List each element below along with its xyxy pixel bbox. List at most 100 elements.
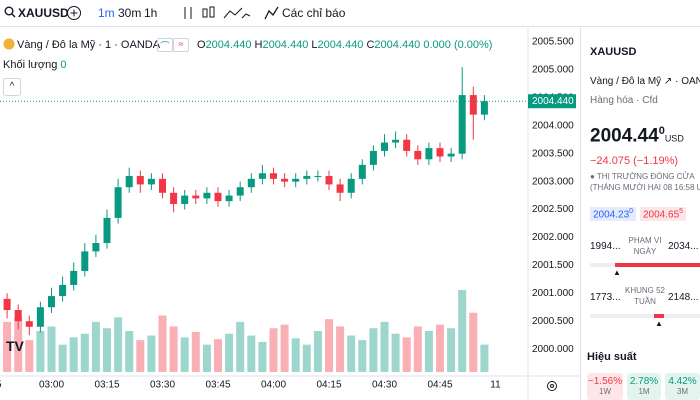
volume-bar — [447, 328, 456, 372]
volume-bar — [136, 340, 145, 372]
volume-bar — [269, 328, 278, 372]
sb-year-high: 2148... — [668, 292, 699, 303]
volume-bar — [302, 344, 311, 372]
high-value: 2004.440 — [262, 39, 309, 51]
sb-ask-sup: 5 — [679, 208, 684, 215]
perf-period: 1M — [638, 387, 650, 396]
candle-body — [159, 178, 166, 193]
settings-icon[interactable] — [546, 380, 558, 392]
candle-body — [392, 139, 400, 143]
y-tick-label: 2002.000 — [532, 232, 574, 243]
volume-bar — [313, 331, 322, 372]
candle-body — [403, 139, 411, 151]
perf-cell[interactable]: 2.78% 1M — [627, 373, 661, 400]
volume-bar — [247, 335, 256, 372]
candle-body — [325, 176, 333, 185]
indicators-button[interactable]: Các chỉ báo — [282, 6, 346, 20]
candle-body — [214, 192, 222, 202]
x-tick-label: 11 — [490, 380, 501, 391]
candle-body — [292, 178, 300, 182]
volume-bar — [58, 344, 67, 372]
change-value: 0.000 (0.00%) — [423, 39, 493, 51]
volume-bar — [47, 326, 56, 372]
volume-bar — [91, 321, 100, 372]
collapse-button[interactable]: ^ — [3, 78, 21, 96]
volume-bar — [413, 326, 422, 372]
volume-value: 0 — [60, 59, 67, 71]
candle-body — [458, 95, 466, 154]
volume-bar — [214, 339, 222, 372]
close-value: 2004.440 — [374, 39, 421, 51]
candle-body — [136, 176, 144, 185]
x-tick-label: 04:45 — [427, 380, 452, 391]
perf-cell[interactable]: 4.42% 3M — [665, 373, 700, 400]
x-tick-label: 03:45 — [205, 380, 230, 391]
year-range-fill — [654, 314, 664, 318]
volume-bar — [380, 321, 389, 372]
volume-bar — [202, 344, 211, 372]
volume-bar — [236, 321, 245, 372]
volume-bar — [169, 326, 178, 372]
y-tick-label: 2005.500 — [532, 37, 574, 48]
volume-bar — [125, 331, 134, 372]
perf-cell[interactable]: −1.56% 1W — [587, 373, 623, 400]
volume-bar — [36, 331, 45, 372]
candle-body — [114, 187, 122, 218]
x-tick-label: 04:15 — [316, 380, 341, 391]
sb-change: −24.075 (−1.19%) — [590, 155, 679, 167]
volume-bar — [103, 328, 111, 372]
sb-bid-sup: 0 — [629, 208, 634, 215]
sb-bid-value: 2004.23 — [593, 209, 630, 221]
candle-body — [258, 173, 266, 179]
candle-body — [125, 176, 133, 188]
candle-body — [36, 307, 44, 327]
candle-body — [92, 243, 100, 252]
x-tick-label: 03:00 — [39, 380, 64, 391]
candle-body — [170, 192, 178, 204]
sb-status-time: (THÁNG MƯỜI HAI 08 16:58 UTC — [590, 183, 700, 192]
day-range-bar — [590, 263, 700, 267]
day-range-fill — [615, 263, 700, 267]
candle-body — [147, 178, 155, 185]
candle-body — [425, 148, 433, 160]
x-tick-label: 04:00 — [261, 380, 286, 391]
x-tick-label: 04:30 — [372, 380, 397, 391]
sb-price-main: 2004.44 — [590, 125, 659, 147]
sb-performance: Hiệu suất — [587, 351, 637, 363]
indicator-icon[interactable] — [264, 5, 280, 21]
volume-label: Khối lượng — [3, 59, 58, 71]
candle-body — [25, 321, 33, 327]
legend-button[interactable]: ≈ — [173, 38, 189, 52]
candle-body — [381, 142, 388, 151]
candle-body — [270, 173, 277, 179]
tv-logo[interactable]: TV — [6, 338, 24, 354]
volume-bar — [114, 317, 123, 372]
volume-bar — [225, 333, 234, 372]
add-symbol[interactable] — [66, 5, 82, 21]
candle-body — [225, 195, 233, 202]
legend-button[interactable]: ⌒ — [157, 38, 173, 52]
candle-body — [70, 270, 78, 285]
ohlc: O2004.440 H2004.440 L2004.440 C2004.440 … — [197, 39, 493, 51]
volume-bar — [258, 341, 267, 372]
symbol[interactable]: XAUUSD — [18, 6, 69, 20]
candle-body — [480, 101, 488, 115]
interval[interactable]: 1m — [98, 6, 115, 20]
candle-body — [369, 150, 377, 165]
perf-value: −1.56% — [587, 376, 623, 387]
y-tick-label: 2003.500 — [532, 148, 574, 159]
perf-value: 4.42% — [668, 376, 697, 387]
candle-body — [469, 95, 477, 115]
chart-style-icons[interactable] — [180, 4, 255, 22]
candle-body — [48, 296, 55, 308]
search-icon[interactable] — [4, 6, 16, 18]
sb-ask: 2004.655 — [640, 207, 687, 222]
interval[interactable]: 1h — [144, 6, 158, 20]
candle-body — [247, 178, 255, 188]
volume-bar — [80, 333, 89, 372]
x-tick-label: 03:15 — [94, 380, 119, 391]
volume-legend: Khối lượng 0 — [3, 59, 67, 71]
interval[interactable]: 30m — [118, 6, 142, 20]
candle-body — [181, 195, 189, 204]
